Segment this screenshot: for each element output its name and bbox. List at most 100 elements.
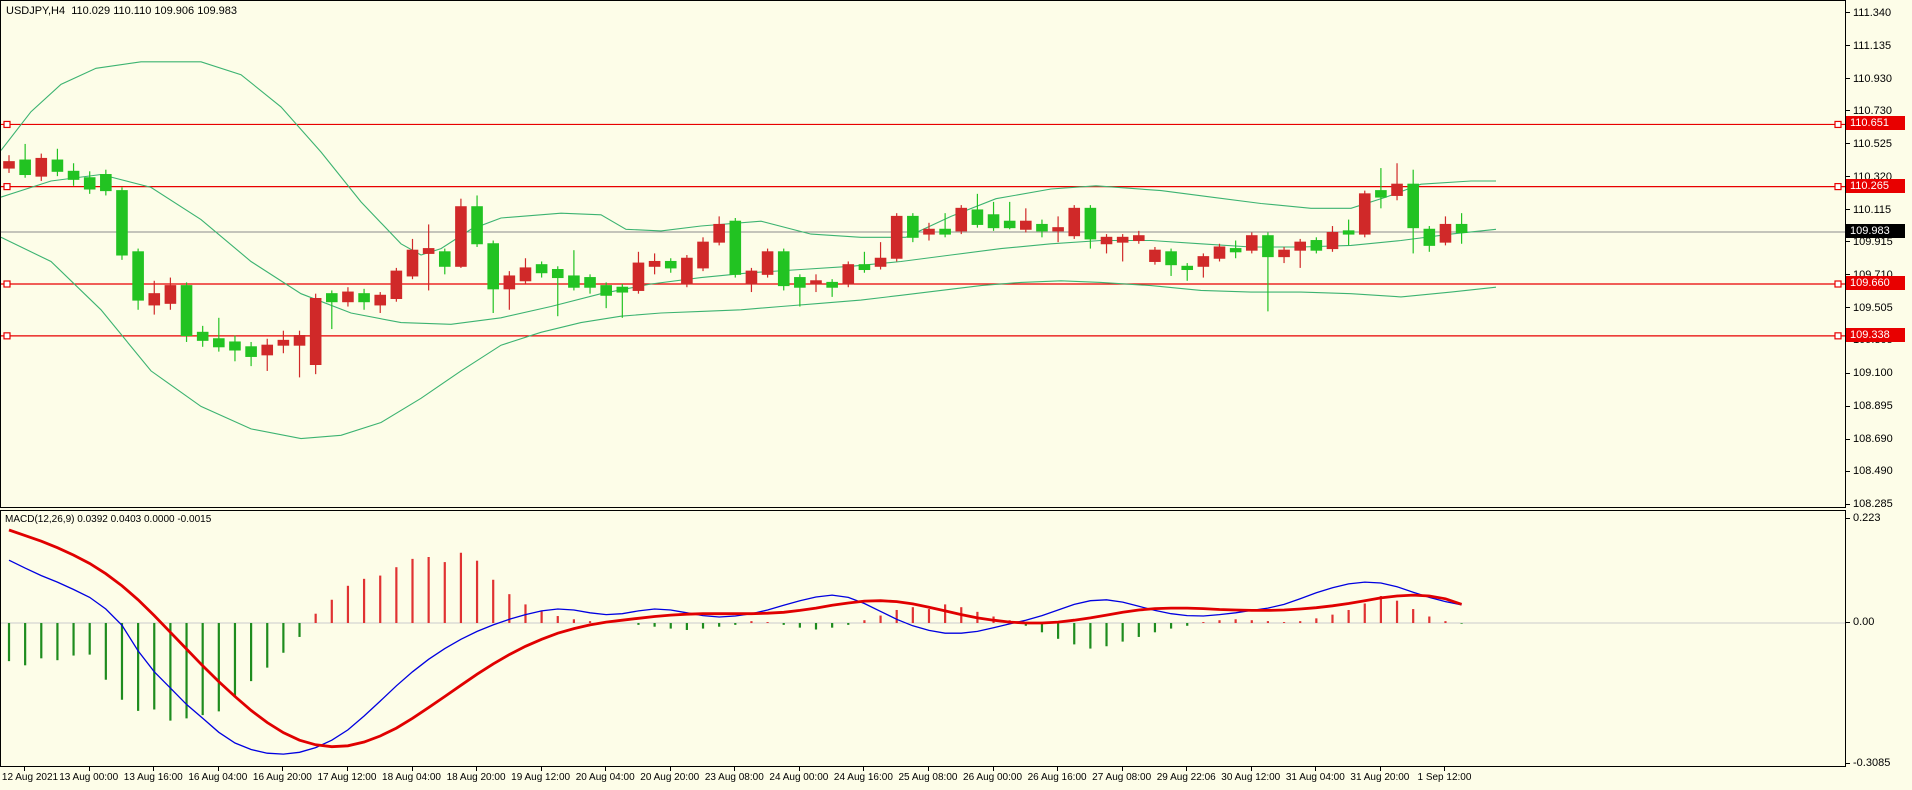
candle-body [955,207,968,232]
date-label: 25 Aug 08:00 [898,772,958,783]
price-tick-label: 108.490 [1853,465,1893,478]
macd-canvas[interactable] [1,511,1845,766]
candle-body [67,170,80,180]
candle-body [132,251,144,301]
candle-body [100,174,112,192]
date-label: 23 Aug 08:00 [704,772,764,783]
axis-tick-mark [1846,517,1850,519]
candle-body [826,281,838,288]
price-axis[interactable]: 111.340 111.135 110.930 110.730 110.525 110.3… [1846,0,1912,769]
candle-body [1229,248,1242,253]
date-label: 26 Aug 00:00 [963,772,1023,783]
price-tick-label: 110.730 [1853,104,1892,117]
time-tick-mark [798,767,800,771]
main-chart-panel[interactable]: USDJPY,H4 110.029 110.110 109.906 109.98… [0,0,1846,508]
time-tick-mark [863,767,865,771]
candle-body [1455,223,1468,233]
time-axis[interactable]: 12 Aug 2021 13 Aug 00:00 13 Aug 16:00 16 Au… [0,767,1846,790]
axis-tick-mark [1846,12,1850,14]
candle-body [19,159,31,176]
candle-body [1245,235,1258,251]
price-tick-label: 109.505 [1853,301,1893,314]
time-tick-mark [346,767,348,771]
price-tick-label: 110.525 [1853,137,1892,150]
price-tick-label: 109.100 [1853,367,1893,380]
line-handle-square[interactable] [3,280,11,288]
candle-body [309,297,322,366]
candle-body [1407,183,1419,229]
candle-body [1036,223,1048,232]
line-handle-square[interactable] [1834,332,1842,340]
axis-tick-mark [1846,45,1850,47]
candle-body [535,264,548,274]
axis-tick-mark [1846,503,1850,505]
candle-body [180,285,193,337]
line-handle-square[interactable] [1834,182,1842,191]
axis-tick-mark [1846,176,1850,178]
macd-histogram [7,552,1463,721]
line-handle-square[interactable] [3,120,11,129]
candle-body [1262,235,1274,258]
candle-body [890,215,903,259]
axis-tick-mark [1846,438,1850,440]
date-label: 13 Aug 16:00 [123,772,183,783]
candle-body [455,206,467,267]
axis-tick-mark [1846,372,1850,374]
axis-tick-mark [1846,307,1850,309]
line-handle-square[interactable] [3,182,11,191]
date-label: 20 Aug 20:00 [640,772,700,783]
macd-indicator-panel[interactable]: MACD(12,26,9) 0.0392 0.0403 0.0000 -0.00… [0,510,1846,767]
candle-body [551,269,564,279]
price-tick-label: 110.930 [1853,72,1892,85]
candle-body [939,228,951,235]
candle-body [35,157,48,177]
date-label: 16 Aug 04:00 [188,772,248,783]
candle-body [761,251,774,275]
price-level-tag: 109.338 [1846,327,1905,342]
candle-body [1133,235,1145,242]
macd-tick-label: -0.3085 [1853,757,1891,769]
date-label: 27 Aug 08:00 [1092,772,1152,783]
axis-tick-mark [1846,209,1850,211]
axis-tick-mark [1846,143,1850,145]
candle-body [3,161,15,169]
candle-body [326,293,338,303]
date-label: 20 Aug 04:00 [575,772,635,783]
line-handle-square[interactable] [3,332,11,340]
candle-body [777,251,790,287]
price-tick-label: 109.915 [1853,235,1893,248]
candle-body [713,223,725,243]
candle-body [438,251,451,267]
chart-title-ohlc: USDJPY,H4 110.029 110.110 109.906 109.98… [6,5,237,17]
candle-body [1003,220,1016,229]
candle-body [390,270,403,299]
axis-tick-mark [1846,110,1850,112]
candle-body [664,260,677,269]
date-label: 1 Sep 12:00 [1417,772,1472,783]
candle-body [810,280,822,285]
time-tick-mark [1057,767,1059,771]
line-handle-square[interactable] [1834,280,1842,288]
candle-body [1423,228,1436,246]
price-chart-canvas[interactable] [1,1,1845,507]
date-label: 19 Aug 12:00 [511,772,571,783]
axis-tick-mark [1846,470,1850,472]
price-tick-label: 108.285 [1853,498,1893,511]
date-label: 12 Aug 2021 [1,772,59,783]
candle-body [1439,223,1452,243]
time-tick-mark [476,767,478,771]
time-tick-mark [217,767,219,771]
candle-body [697,241,709,269]
date-label: 18 Aug 04:00 [382,772,441,783]
candle-body [842,264,855,285]
candle-body [794,277,806,288]
bollinger-lower-band [1,236,1497,440]
candle-body [471,206,483,245]
date-label: 26 Aug 16:00 [1027,772,1087,783]
line-handle-square[interactable] [1834,120,1842,129]
candle-body [487,243,499,290]
candle-body [1375,190,1387,198]
candle-body [213,338,225,348]
date-label: 31 Aug 20:00 [1350,772,1410,783]
